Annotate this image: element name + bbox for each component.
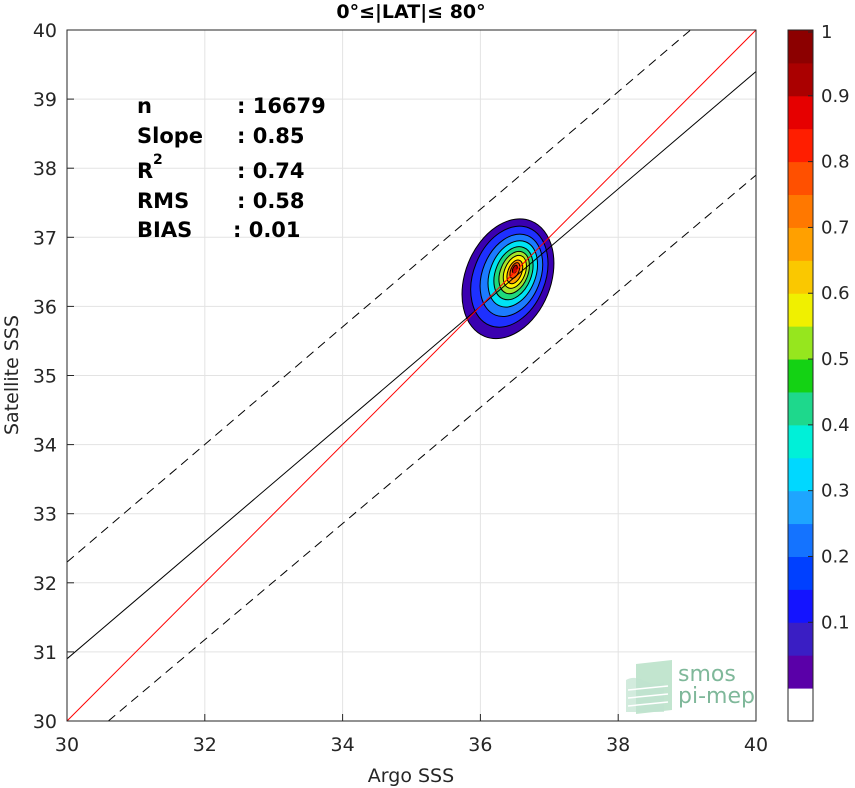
regression-lines	[66, 29, 757, 722]
fit-line	[66, 71, 757, 660]
colorbar-band	[788, 326, 813, 360]
colorbar-band	[788, 95, 813, 130]
x-tick-label: 40	[744, 734, 768, 756]
wave-logo-icon	[626, 660, 672, 714]
colorbar-tick-label: 0.7	[821, 217, 850, 238]
colorbar-band	[788, 424, 813, 459]
colorbar-band	[788, 293, 813, 327]
colorbar-band	[788, 688, 813, 722]
x-tick-label: 36	[468, 734, 492, 756]
stat-n-label: n	[137, 94, 152, 118]
logo-line2: pi-mep	[678, 684, 755, 709]
colorbar-band	[788, 194, 813, 228]
identity-line	[66, 29, 757, 722]
upper-dashed-line	[66, 29, 691, 563]
y-tick-label: 33	[33, 504, 57, 526]
colorbar-band	[788, 128, 813, 163]
colorbar-band	[788, 359, 813, 393]
y-tick-label: 37	[33, 227, 57, 249]
colorbar-band	[788, 391, 813, 426]
y-tick-labels: 30 31 32 33 34 35 36 37 38 39 40	[33, 20, 57, 733]
stat-rms-label: RMS	[137, 189, 189, 213]
x-tick-label: 30	[55, 734, 79, 756]
y-axis-label: Satellite SSS	[1, 315, 23, 435]
stat-bias-value: : 0.01	[233, 218, 301, 242]
smos-pimep-logo: smos pi-mep	[626, 660, 755, 714]
y-tick-label: 30	[33, 711, 57, 733]
stat-r2-value: : 0.74	[237, 159, 305, 183]
colorbar-band	[788, 490, 813, 525]
colorbar-band	[788, 523, 813, 557]
colorbar-band	[788, 260, 813, 294]
stats-box: n : 16679 Slope : 0.85 R 2 : 0.74 RMS : …	[137, 94, 326, 242]
stat-n-value: : 16679	[237, 94, 326, 118]
stat-r2-superscript: 2	[153, 152, 163, 168]
stat-slope-value: : 0.85	[237, 124, 305, 148]
colorbar-tick-label: 0.4	[821, 415, 850, 436]
colorbar-band	[788, 161, 813, 196]
colorbar-tick-label: 0.2	[821, 546, 850, 567]
colorbar-tick-label: 0.3	[821, 481, 850, 502]
colorbar-tick-label: 0.6	[821, 283, 850, 304]
y-tick-label: 40	[33, 20, 57, 42]
y-tick-label: 35	[33, 366, 57, 388]
colorbar-frame	[787, 29, 814, 722]
colorbar-tick-label: 1	[821, 22, 832, 43]
x-tick-label: 32	[193, 734, 217, 756]
colorbar-band	[788, 556, 813, 590]
colorbar-tick-label: 0.1	[821, 612, 850, 633]
stat-bias-label: BIAS	[137, 218, 192, 242]
colorbar-tick-label: 0.8	[821, 152, 850, 173]
y-tick-label: 31	[33, 642, 57, 664]
x-axis-label: Argo SSS	[368, 765, 454, 787]
colorbar-band	[788, 589, 813, 623]
chart-title: 0°≤|LAT|≤ 80°	[336, 1, 485, 23]
logo-line1: smos	[678, 662, 736, 687]
colorbar-tick-label: 0.9	[821, 86, 850, 107]
colorbar-band	[788, 622, 813, 656]
y-tick-label: 34	[33, 435, 57, 457]
colorbar-tick-label: 0.5	[821, 349, 850, 370]
colorbar-band	[788, 457, 813, 492]
colorbar-band	[788, 30, 813, 64]
colorbar-band	[788, 227, 813, 261]
x-tick-label: 34	[331, 734, 355, 756]
colorbar-tick-labels: 0.1 0.2 0.3 0.4 0.5 0.6 0.7 0.8 0.9 1	[808, 22, 850, 633]
colorbar-band	[788, 655, 813, 689]
y-tick-label: 36	[33, 296, 57, 318]
y-tick-label: 32	[33, 573, 57, 595]
stat-r2-label: R	[137, 159, 153, 183]
lower-dashed-line	[108, 174, 757, 722]
y-tick-label: 38	[33, 158, 57, 180]
stat-slope-label: Slope	[137, 124, 203, 148]
stat-rms-value: : 0.58	[237, 189, 305, 213]
colorbar-band	[788, 62, 813, 97]
x-tick-labels: 30 32 34 36 38 40	[55, 734, 768, 756]
plot-frame	[66, 29, 757, 722]
x-tick-label: 38	[606, 734, 630, 756]
y-tick-label: 39	[33, 89, 57, 111]
colorbar	[788, 30, 813, 722]
